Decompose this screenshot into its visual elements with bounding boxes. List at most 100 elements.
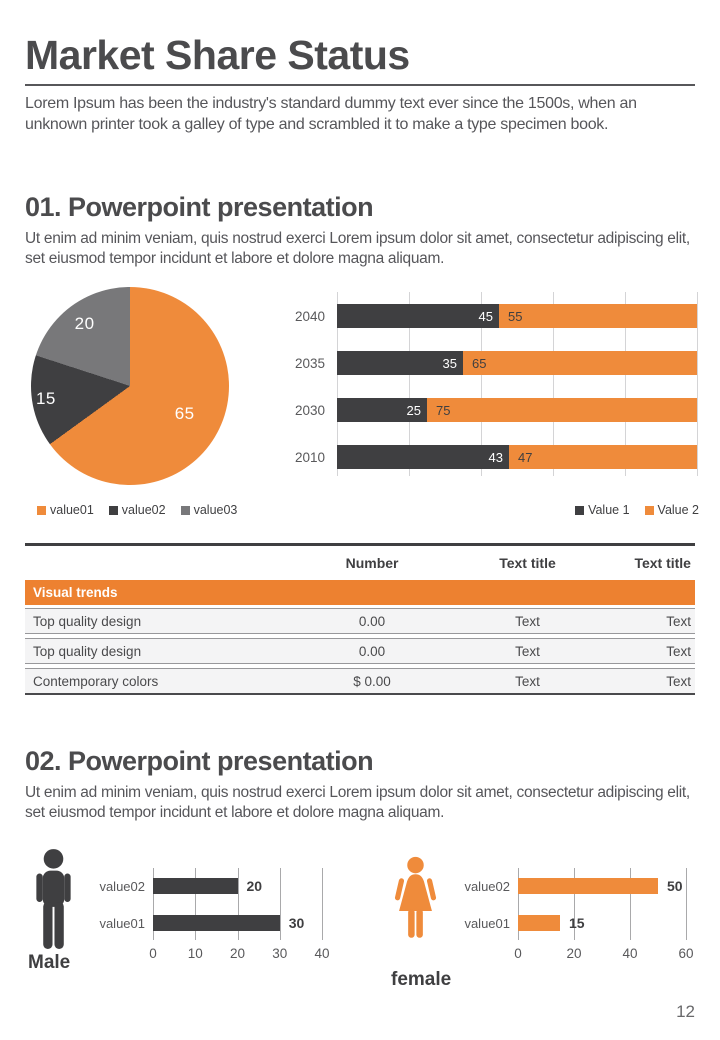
bar-value-label: 55 [508,308,523,324]
bar-segment-value2: 47 [509,445,697,469]
table-cell: $ 0.00 [353,673,391,689]
gridline [697,292,698,476]
bar-row: 2035 35 65 [295,351,697,375]
gridlines [153,868,323,940]
bar-value-label: 15 [569,915,585,931]
bar-value-label: 20 [246,878,263,894]
legend-label: value03 [193,503,238,517]
title-divider [25,84,695,86]
bar-value-label: 43 [488,449,503,465]
legend-label: Value 2 [657,503,699,517]
gridline [409,292,410,476]
axis-tick-label: 20 [229,946,246,961]
category-label: 2010 [295,450,326,465]
bar-value-label: 47 [518,449,533,465]
male-chart-title: Male [28,952,71,973]
axis-tick-label: 0 [149,946,157,961]
gridline [337,292,338,476]
pie-legend: value01 value02 value03 [37,503,237,517]
pie-data-label: 20 [74,313,95,333]
table-cell: Text [515,613,540,629]
gridline [574,868,575,940]
category-label: value01 [99,916,145,931]
legend-item: value01 [37,503,94,517]
bar [153,878,238,894]
table-cell: 0.00 [358,643,386,659]
gridline [686,868,687,940]
table-header-cell: Text title [634,555,691,571]
gridline [322,868,323,940]
axis-tick-label: 60 [678,946,694,961]
bar-segment-value1: 45 [337,304,499,328]
axis-tick-label: 40 [314,946,330,961]
table-row: Contemporary colors $ 0.00 Text Text [25,668,695,693]
table-cell: Text [515,673,540,689]
legend-label: value02 [121,503,166,517]
table-header-row: Number Text title Text title [25,546,695,580]
gridline [481,292,482,476]
gridline [237,868,239,940]
axis-tick-label: 30 [272,946,288,961]
pie-chart: 65 15 20 [31,287,229,485]
bar-value-label: 45 [478,308,493,324]
bar [518,915,560,931]
bar-row: 2010 43 47 [295,445,697,469]
table-header-cell: Text title [499,555,556,571]
legend-swatch [37,505,46,515]
bar-row: 2030 25 75 [295,398,697,422]
gridlines [337,292,698,476]
gridline [153,868,154,940]
pie-circle [31,287,229,485]
category-label: 2040 [295,309,326,324]
pie-data-label: 15 [35,389,56,409]
legend-swatch [644,505,654,515]
category-label: value02 [464,879,510,894]
legend-item: value02 [108,503,166,517]
table-cell: Top quality design [33,643,142,659]
table-header-cell: Number [345,555,399,571]
table-cell: 0.00 [358,613,386,629]
male-icon [36,849,71,949]
bar-segment-value1: 25 [337,398,427,422]
legend-label: Value 1 [588,503,630,517]
category-label: 2030 [295,403,326,418]
table-group-row: Visual trends [25,580,695,605]
axis-tick-label: 10 [187,946,203,961]
bar-value-label: 30 [288,915,305,931]
gridline [518,868,519,940]
gridline [553,292,554,476]
bar-segment-value2: 65 [463,351,697,375]
axis-tick-label: 0 [514,946,522,961]
table-row: Top quality design 0.00 Text Text [25,608,695,634]
bar-row: 2040 45 55 [295,304,697,328]
bar-value-label: 25 [406,402,421,418]
gridline [625,292,626,476]
legend-label: value01 [50,503,94,517]
table-cell: Text [666,673,691,689]
bar-chart-legend: Value 1 Value 2 [575,503,699,517]
gridline [195,868,197,940]
table-cell: Text [666,643,691,659]
bar-value-label: 75 [436,402,451,418]
table-cell: Text [666,613,691,629]
bar-value-label: 50 [667,878,683,894]
table-cell: Top quality design [33,613,142,629]
female-icon [394,856,437,938]
bar-segment-value2: 75 [427,398,697,422]
bar [153,915,280,931]
bar [518,878,658,894]
bar-segment-value2: 55 [499,304,697,328]
table-row: Top quality design 0.00 Text Text [25,638,695,664]
page-number: 12 [676,1002,695,1021]
gridline [630,868,631,940]
table-bottom-border [25,693,695,695]
legend-item: Value 2 [644,503,699,517]
section1-heading: 01. Powerpoint presentation [25,192,374,222]
bar-segment-value1: 43 [337,445,509,469]
female-chart-title: female [391,969,452,990]
pie-data-label: 65 [174,403,195,423]
legend-item: value03 [180,503,238,517]
page-title: Market Share Status [25,32,410,78]
gridlines [518,868,687,940]
